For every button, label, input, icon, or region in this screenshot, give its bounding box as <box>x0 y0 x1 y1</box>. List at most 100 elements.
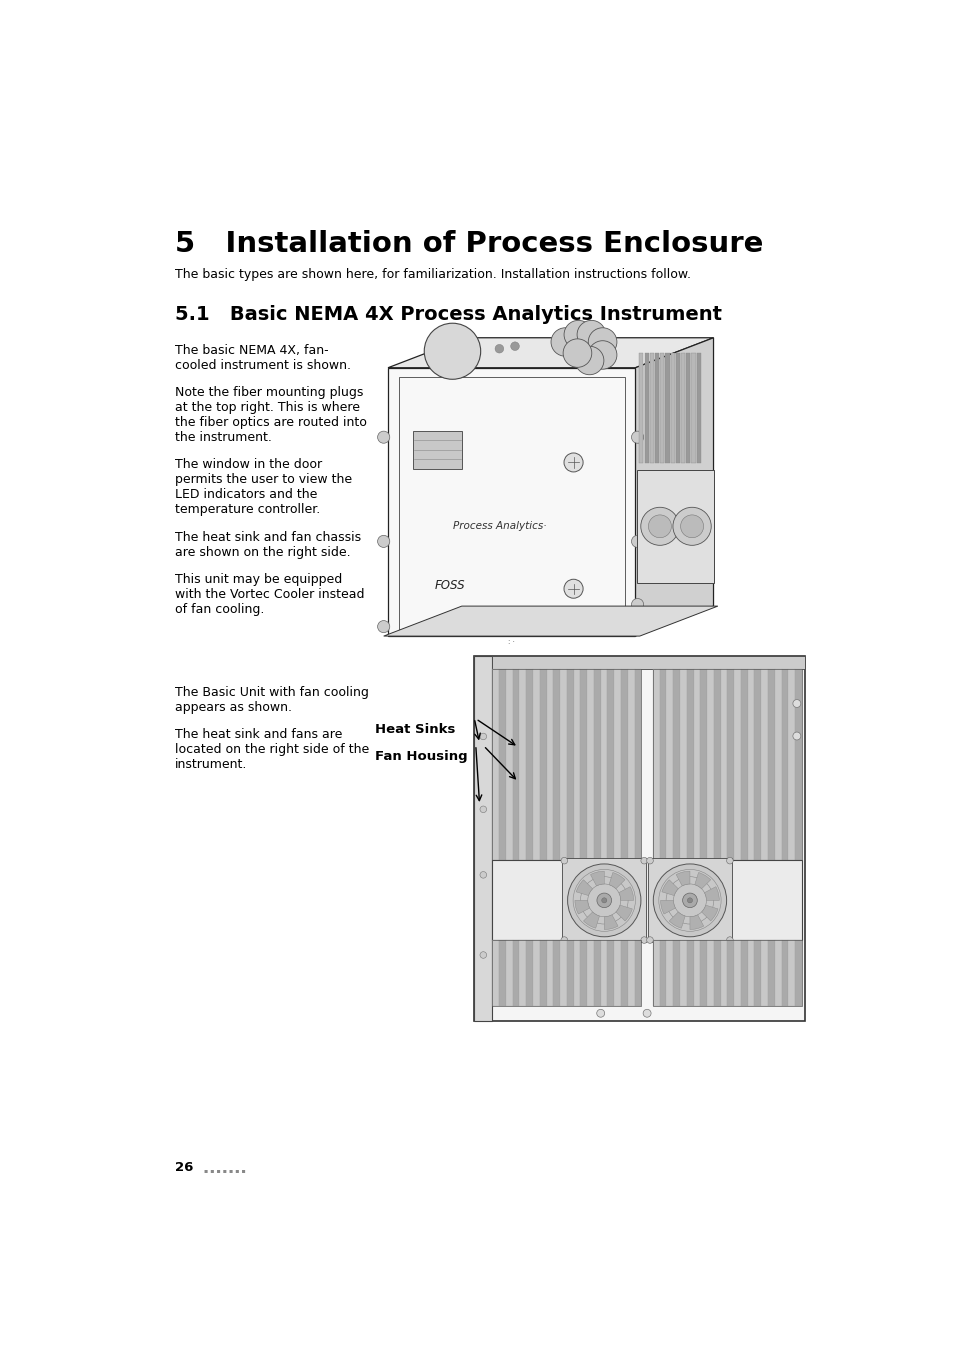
Circle shape <box>648 514 671 537</box>
Polygon shape <box>760 941 767 1006</box>
Polygon shape <box>666 670 673 860</box>
Polygon shape <box>600 941 607 1006</box>
Circle shape <box>495 344 503 354</box>
Polygon shape <box>533 670 539 860</box>
Polygon shape <box>627 941 634 1006</box>
Polygon shape <box>767 670 774 860</box>
Circle shape <box>646 937 653 944</box>
Polygon shape <box>679 670 686 860</box>
Text: The basic types are shown here, for familiarization. Installation instructions f: The basic types are shown here, for fami… <box>174 269 690 281</box>
Circle shape <box>672 508 711 545</box>
Circle shape <box>577 320 605 348</box>
Text: The heat sink and fan chassis: The heat sink and fan chassis <box>174 531 361 544</box>
Polygon shape <box>754 941 760 1006</box>
Wedge shape <box>616 904 632 921</box>
Polygon shape <box>740 670 747 860</box>
Circle shape <box>792 699 800 707</box>
Polygon shape <box>553 670 559 860</box>
Polygon shape <box>647 859 731 942</box>
Polygon shape <box>754 670 760 860</box>
Wedge shape <box>668 913 684 929</box>
Polygon shape <box>659 941 666 1006</box>
Polygon shape <box>644 352 648 463</box>
Text: located on the right side of the: located on the right side of the <box>174 743 369 756</box>
Wedge shape <box>618 887 633 900</box>
Polygon shape <box>526 941 533 1006</box>
Polygon shape <box>639 352 642 463</box>
Circle shape <box>631 598 643 610</box>
Polygon shape <box>720 670 726 860</box>
Circle shape <box>653 864 726 937</box>
Text: the instrument.: the instrument. <box>174 431 272 444</box>
Text: temperature controller.: temperature controller. <box>174 504 320 517</box>
Circle shape <box>563 579 582 598</box>
Wedge shape <box>700 904 718 921</box>
Polygon shape <box>600 670 607 860</box>
Polygon shape <box>726 670 734 860</box>
Circle shape <box>551 328 579 356</box>
Wedge shape <box>608 872 624 888</box>
Wedge shape <box>590 871 603 886</box>
Polygon shape <box>388 338 713 367</box>
Text: Process Analytics·: Process Analytics· <box>452 521 545 531</box>
Polygon shape <box>706 941 713 1006</box>
Text: appears as shown.: appears as shown. <box>174 701 292 714</box>
Circle shape <box>631 536 643 547</box>
Text: the fiber optics are routed into: the fiber optics are routed into <box>174 416 367 429</box>
Circle shape <box>377 431 390 443</box>
Wedge shape <box>694 872 710 888</box>
Polygon shape <box>700 670 706 860</box>
Text: The Basic Unit with fan cooling: The Basic Unit with fan cooling <box>174 686 369 698</box>
Polygon shape <box>673 670 679 860</box>
Text: This unit may be equipped: This unit may be equipped <box>174 574 342 586</box>
Wedge shape <box>703 887 719 900</box>
Polygon shape <box>760 670 767 860</box>
Polygon shape <box>706 670 713 860</box>
Text: with the Vortec Cooler instead: with the Vortec Cooler instead <box>174 589 364 601</box>
Circle shape <box>588 328 617 356</box>
Text: 5.1   Basic NEMA 4X Process Analytics Instrument: 5.1 Basic NEMA 4X Process Analytics Inst… <box>174 305 721 324</box>
Polygon shape <box>614 670 620 860</box>
Polygon shape <box>383 606 717 636</box>
Polygon shape <box>670 352 674 463</box>
Polygon shape <box>747 670 754 860</box>
Polygon shape <box>553 941 559 1006</box>
Circle shape <box>562 339 591 367</box>
Polygon shape <box>774 941 781 1006</box>
Polygon shape <box>620 670 627 860</box>
Circle shape <box>479 733 486 740</box>
Polygon shape <box>566 941 573 1006</box>
Polygon shape <box>767 941 774 1006</box>
Polygon shape <box>573 670 579 860</box>
Circle shape <box>479 806 486 813</box>
Text: 5   Installation of Process Enclosure: 5 Installation of Process Enclosure <box>174 230 762 258</box>
Text: ▪ ▪ ▪ ▪ ▪ ▪ ▪: ▪ ▪ ▪ ▪ ▪ ▪ ▪ <box>204 1169 246 1173</box>
Circle shape <box>575 346 603 375</box>
Circle shape <box>377 621 390 633</box>
Polygon shape <box>539 941 546 1006</box>
Polygon shape <box>579 670 586 860</box>
Polygon shape <box>787 941 794 1006</box>
Polygon shape <box>666 941 673 1006</box>
Polygon shape <box>474 656 804 1021</box>
Polygon shape <box>505 941 512 1006</box>
Circle shape <box>792 732 800 740</box>
Polygon shape <box>794 670 801 860</box>
Polygon shape <box>474 656 492 1021</box>
Polygon shape <box>634 941 640 1006</box>
Polygon shape <box>675 352 679 463</box>
Text: The basic NEMA 4X, fan-: The basic NEMA 4X, fan- <box>174 344 329 356</box>
Wedge shape <box>661 880 678 895</box>
Circle shape <box>640 508 679 545</box>
Polygon shape <box>740 941 747 1006</box>
Polygon shape <box>781 941 787 1006</box>
Polygon shape <box>559 670 566 860</box>
Polygon shape <box>673 941 679 1006</box>
Polygon shape <box>492 670 498 860</box>
Polygon shape <box>781 670 787 860</box>
Polygon shape <box>713 941 720 1006</box>
Polygon shape <box>747 941 754 1006</box>
Polygon shape <box>685 352 690 463</box>
Wedge shape <box>659 900 675 914</box>
Polygon shape <box>686 670 693 860</box>
